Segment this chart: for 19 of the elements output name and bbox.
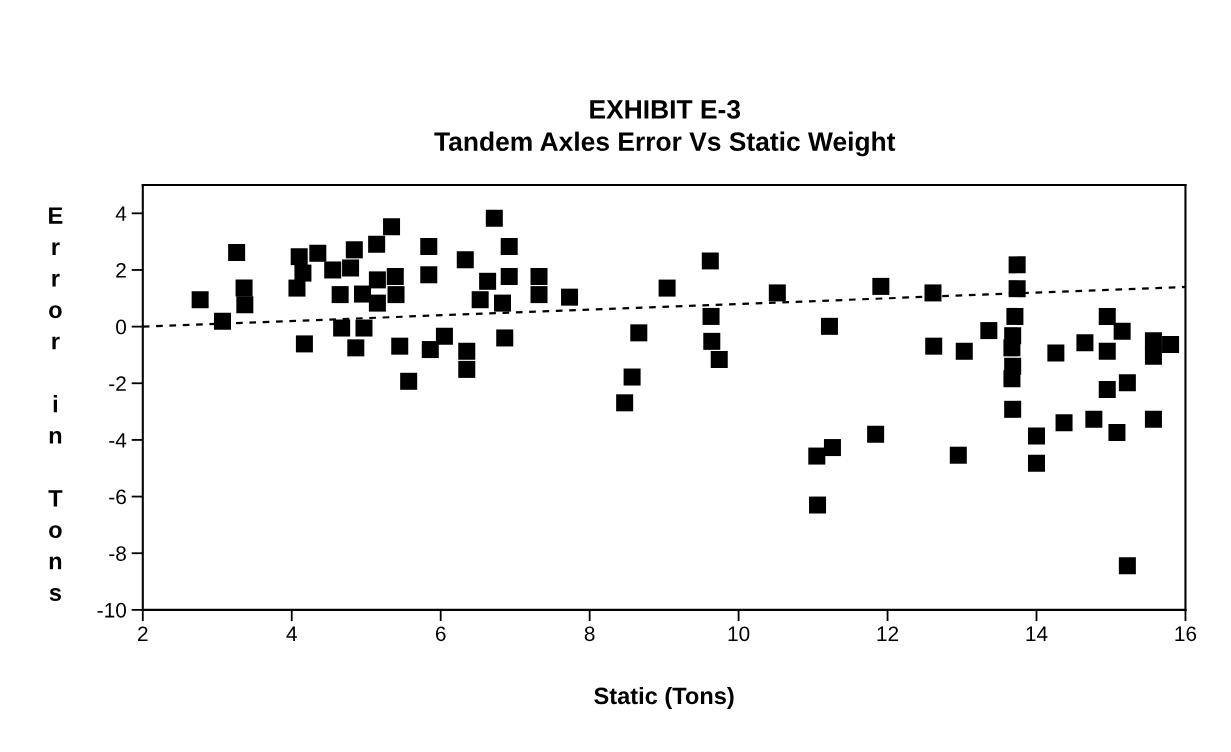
- x-tick-label: 2: [138, 626, 148, 641]
- y-tick-label: -4: [109, 433, 127, 448]
- x-tick-label: 10: [728, 626, 750, 642]
- y-tick-label: 0: [116, 319, 127, 335]
- y-tick-label: -6: [109, 489, 126, 505]
- y-tick-label: -8: [109, 546, 126, 561]
- x-axis-title: Static (Tons): [594, 686, 734, 709]
- x-tick-label: 6: [435, 626, 446, 642]
- x-tick-label: 4: [286, 626, 297, 641]
- y-tick-label: 4: [115, 206, 127, 221]
- x-tick-label: 8: [584, 626, 595, 642]
- y-tick-label: -2: [109, 376, 126, 391]
- y-tick-label: -10: [97, 602, 127, 618]
- chart-title: EXHIBIT E-3 Tandem Axles Error Vs Static Weight: [434, 100, 896, 157]
- x-tick-label: 14: [1026, 626, 1048, 641]
- text: Error in Tons: [48, 207, 63, 601]
- x-tick-label: 12: [877, 626, 899, 641]
- x-tick-label: 16: [1175, 626, 1197, 642]
- y-tick-label: 2: [116, 262, 126, 278]
